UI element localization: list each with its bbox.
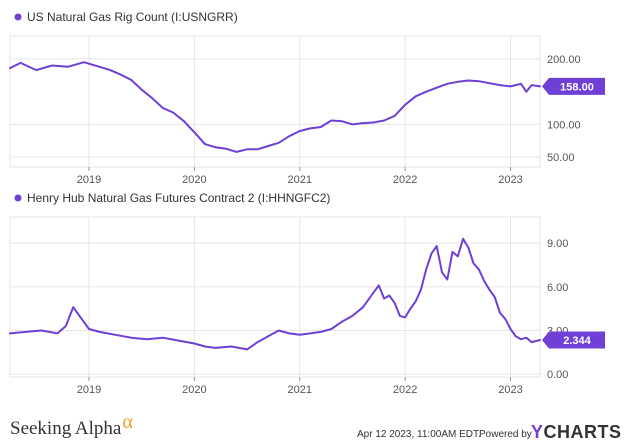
- chart2-xtick-label-1: 2020: [182, 384, 206, 396]
- chart2-plot-frame: [9, 216, 541, 378]
- chart1-xtick-label-1: 2020: [182, 174, 206, 186]
- powered-by-label: Powered by: [479, 429, 532, 440]
- ycharts-logo: YCHARTS: [531, 422, 622, 443]
- chart1-series-line: [9, 61, 541, 153]
- chart1-ytick-label-0: 200.00: [547, 54, 581, 66]
- chart2-legend-marker: [14, 194, 22, 202]
- alpha-symbol: α: [122, 411, 133, 433]
- chart1-plot-frame: [9, 35, 541, 168]
- chart1-xtick-label-2: 2021: [288, 174, 312, 186]
- ycharts-text: CHARTS: [543, 422, 622, 442]
- chart1-legend-text: US Natural Gas Rig Count (I:USNGRR): [27, 10, 238, 24]
- chart1-xtick-label-3: 2022: [393, 174, 417, 186]
- chart2-xtick-label-0: 2019: [77, 384, 101, 396]
- chart1-last-value-callout: [542, 77, 605, 95]
- chart1-xtick-label-0: 2019: [77, 174, 101, 186]
- chart2-series-line: [9, 237, 541, 351]
- chart1-last-value-label: 158.00: [560, 81, 594, 93]
- chart1-ytick-label-2: 50.00: [547, 152, 575, 164]
- chart2-xtick-label-2: 2021: [288, 384, 312, 396]
- chart2-xtick-label-3: 2022: [393, 384, 417, 396]
- timestamp: Apr 12 2023, 11:00AM EDT.: [357, 429, 481, 440]
- chart2-ytick-label-0: 9.00: [547, 238, 568, 250]
- chart1-xtick-label-4: 2023: [498, 174, 522, 186]
- chart2-legend-text: Henry Hub Natural Gas Futures Contract 2…: [27, 191, 330, 205]
- chart2-last-value-callout: [542, 331, 605, 349]
- chart2-ytick-label-1: 6.00: [547, 282, 568, 294]
- chart2-ytick-label-3: 0.00: [547, 369, 568, 381]
- chart2-xtick-label-4: 2023: [498, 384, 522, 396]
- chart2-last-value-label: 2.344: [563, 335, 591, 347]
- chart1-ytick-label-1: 100.00: [547, 119, 581, 131]
- seeking-alpha-logo: Seeking Alphaα: [10, 411, 133, 440]
- brand-text: Seeking Alpha: [10, 418, 122, 439]
- chart1-legend-marker: [14, 13, 22, 21]
- ycharts-y: Y: [531, 422, 544, 442]
